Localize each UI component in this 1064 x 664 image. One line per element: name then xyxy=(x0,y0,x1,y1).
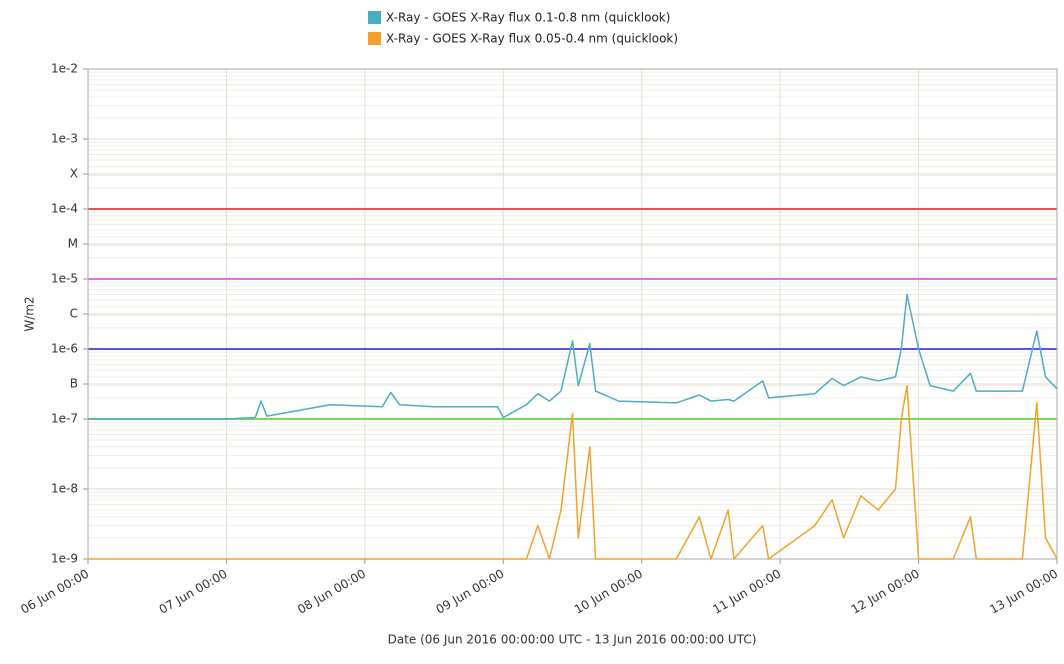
x-tick-label: 13 Jun 00:00 xyxy=(987,567,1060,617)
y-tick-label: 1e-3 xyxy=(51,132,78,146)
legend-swatch xyxy=(368,11,381,24)
y-tick-label: 1e-4 xyxy=(51,202,78,216)
legend-label: X-Ray - GOES X-Ray flux 0.1-0.8 nm (quic… xyxy=(386,11,670,25)
y-tick-label: 1e-7 xyxy=(51,412,78,426)
legend-swatch xyxy=(368,32,381,45)
x-tick-label: 10 Jun 00:00 xyxy=(572,567,645,617)
x-tick-label: 11 Jun 00:00 xyxy=(710,567,783,617)
y-tick-label: 1e-2 xyxy=(51,62,78,76)
plot-border xyxy=(87,68,1058,560)
y-tick-label: 1e-5 xyxy=(51,272,78,286)
y-tick-label: 1e-8 xyxy=(51,482,78,496)
y-tick-label: C xyxy=(70,307,78,321)
x-axis-title: Date (06 Jun 2016 00:00:00 UTC - 13 Jun … xyxy=(388,633,757,647)
y-tick-label: X xyxy=(70,167,78,181)
x-tick-label: 08 Jun 00:00 xyxy=(295,567,368,617)
x-tick-label: 09 Jun 00:00 xyxy=(434,567,507,617)
legend: X-Ray - GOES X-Ray flux 0.1-0.8 nm (quic… xyxy=(368,11,678,46)
series-line xyxy=(88,384,1058,560)
y-tick-label: 1e-9 xyxy=(51,552,78,566)
x-tick-label: 06 Jun 00:00 xyxy=(18,567,91,617)
series-line xyxy=(88,293,1058,420)
y-tick-label: M xyxy=(68,237,78,251)
y-tick-label: 1e-6 xyxy=(51,342,78,356)
legend-label: X-Ray - GOES X-Ray flux 0.05-0.4 nm (qui… xyxy=(386,32,678,46)
x-tick-label: 12 Jun 00:00 xyxy=(849,567,922,617)
y-axis-title: W/m2 xyxy=(23,296,37,331)
x-tick-label: 07 Jun 00:00 xyxy=(157,567,230,617)
y-tick-label: B xyxy=(70,377,78,391)
